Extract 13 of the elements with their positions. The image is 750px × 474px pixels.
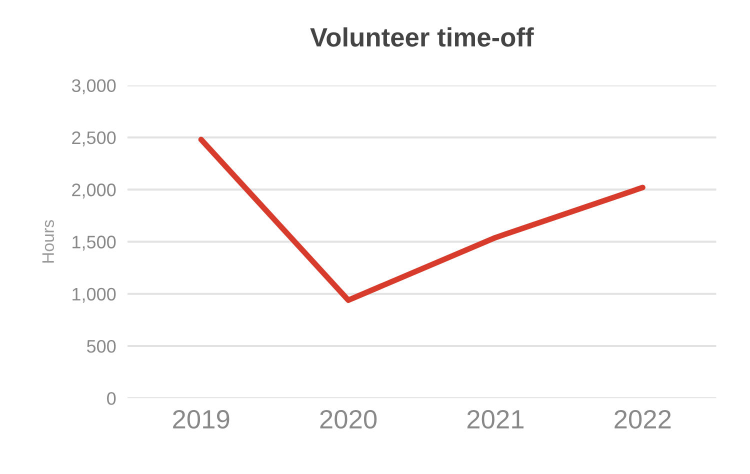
y-tick-label: 2,500: [72, 131, 116, 146]
y-tick-label: 2,000: [72, 184, 116, 198]
y-tick-label: 3,000: [72, 79, 116, 94]
y-tick-label: 0: [107, 392, 116, 405]
y-tick-label: 1,500: [72, 236, 116, 251]
y-tick-label: 1,000: [72, 288, 116, 303]
y-axis-title: Hours: [42, 220, 54, 263]
chart-title: Volunteer time-off: [310, 27, 534, 47]
x-tick-label: 2021: [467, 410, 524, 429]
x-tick-label: 2019: [173, 410, 230, 429]
x-tick-label: 2022: [614, 410, 671, 429]
y-tick-label: 500: [86, 340, 116, 353]
x-tick-label: 2020: [320, 410, 377, 429]
